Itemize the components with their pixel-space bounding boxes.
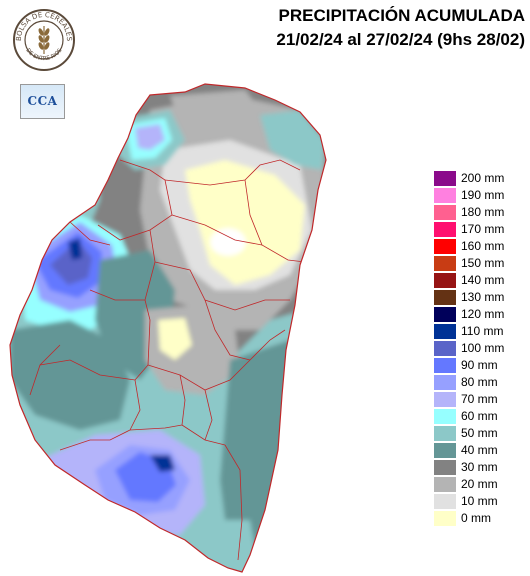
precipitation-map	[9, 83, 327, 573]
cca-logo-text: CCA	[27, 94, 58, 108]
bolsa-cereales-seal-logo: BOLSA DE CEREALES DE ENTRE RIOS	[13, 9, 75, 71]
legend-swatch	[434, 460, 456, 475]
legend-item: 90 mm	[434, 357, 530, 374]
legend-label: 170 mm	[461, 222, 505, 236]
legend-item: 120 mm	[434, 306, 530, 323]
legend-item: 70 mm	[434, 391, 530, 408]
legend-swatch	[434, 409, 456, 424]
legend-item: 60 mm	[434, 408, 530, 425]
cca-logo: CCA	[20, 84, 65, 119]
legend-swatch	[434, 511, 456, 526]
legend-item: 100 mm	[434, 340, 530, 357]
legend-swatch	[434, 290, 456, 305]
legend-label: 200 mm	[461, 171, 505, 185]
department-boundaries	[29, 159, 306, 561]
precip-zone-50mm-northeast	[260, 110, 325, 170]
legend-label: 130 mm	[461, 290, 505, 304]
map-title: PRECIPITACIÓN ACUMULADA	[278, 6, 526, 25]
legend-swatch	[434, 358, 456, 373]
legend-swatch	[434, 324, 456, 339]
legend-item: 30 mm	[434, 459, 530, 476]
legend-item: 50 mm	[434, 425, 530, 442]
precip-zone-20mm-top	[170, 90, 262, 128]
legend-swatch	[434, 307, 456, 322]
legend-label: 120 mm	[461, 307, 505, 321]
precip-zone-40mm-centralwest	[10, 320, 130, 430]
precip-zone-100mm-west	[50, 240, 92, 285]
legend-swatch	[434, 222, 456, 237]
precip-zone-0mm-north	[185, 160, 305, 285]
legend-swatch	[434, 205, 456, 220]
legend-item: 20 mm	[434, 476, 530, 493]
legend-swatch	[434, 341, 456, 356]
map-period: 21/02/24 al 27/02/24 (9hs 28/02)	[276, 30, 525, 49]
legend-label: 100 mm	[461, 341, 505, 355]
legend-swatch	[434, 188, 456, 203]
legend-item: 160 mm	[434, 238, 530, 255]
legend-swatch	[434, 256, 456, 271]
legend-swatch	[434, 477, 456, 492]
legend-label: 150 mm	[461, 256, 505, 270]
legend-label: 30 mm	[461, 460, 498, 474]
legend-label: 10 mm	[461, 494, 498, 508]
legend-item: 0 mm	[434, 510, 530, 527]
legend-label: 90 mm	[461, 358, 498, 372]
legend-swatch	[434, 494, 456, 509]
precip-zone-white-center	[210, 228, 246, 256]
legend-label: 50 mm	[461, 426, 498, 440]
legend-label: 140 mm	[461, 273, 505, 287]
precip-zone-70mm-northwest	[135, 124, 165, 150]
legend-label: 80 mm	[461, 375, 498, 389]
legend-item: 80 mm	[434, 374, 530, 391]
legend-swatch	[434, 426, 456, 441]
legend-item: 40 mm	[434, 442, 530, 459]
legend-swatch	[434, 273, 456, 288]
legend-label: 70 mm	[461, 392, 498, 406]
legend-item: 180 mm	[434, 204, 530, 221]
legend-label: 160 mm	[461, 239, 505, 253]
legend-item: 200 mm	[434, 170, 530, 187]
precip-legend: 200 mm 190 mm 180 mm 170 mm 160 mm 150 mm 140 …	[434, 170, 530, 527]
legend-label: 0 mm	[461, 511, 491, 525]
legend-label: 20 mm	[461, 477, 498, 491]
legend-label: 40 mm	[461, 443, 498, 457]
legend-swatch	[434, 443, 456, 458]
legend-label: 110 mm	[461, 324, 504, 338]
legend-label: 190 mm	[461, 188, 505, 202]
legend-label: 180 mm	[461, 205, 505, 219]
legend-item: 170 mm	[434, 221, 530, 238]
legend-label: 60 mm	[461, 409, 498, 423]
legend-item: 150 mm	[434, 255, 530, 272]
legend-swatch	[434, 392, 456, 407]
legend-item: 10 mm	[434, 493, 530, 510]
precip-zone-0mm-center	[158, 318, 192, 360]
legend-item: 140 mm	[434, 272, 530, 289]
legend-item: 130 mm	[434, 289, 530, 306]
legend-item: 190 mm	[434, 187, 530, 204]
precip-zone-110mm-south	[150, 455, 175, 472]
legend-swatch	[434, 171, 456, 186]
legend-swatch	[434, 375, 456, 390]
legend-swatch	[434, 239, 456, 254]
legend-item: 110 mm	[434, 323, 530, 340]
precip-zone-110mm-west	[68, 238, 82, 260]
